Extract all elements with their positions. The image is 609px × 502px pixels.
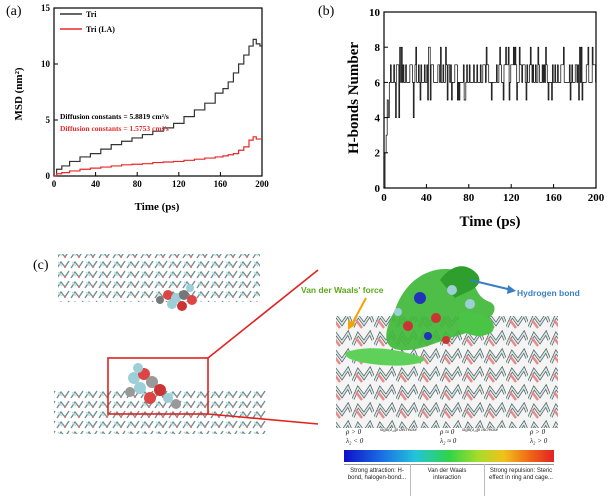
cb-rho-left: ρ > 0 <box>346 428 362 436</box>
chart-a-ytick-label: 10 <box>41 59 51 69</box>
chart-b-ytick-label: 2 <box>375 148 381 160</box>
chart-a-ytick-label: 0 <box>46 171 51 181</box>
hbond-label: Hydrogen bond <box>517 288 580 298</box>
chart-b-xtick-label: 160 <box>545 192 562 204</box>
cb-lambda-right: λ₂ > 0 <box>530 437 548 445</box>
chart-a-xtick-label: 160 <box>214 179 228 189</box>
chart-b-ytick-label: 10 <box>369 7 381 19</box>
chart-b-xtick-label: 120 <box>503 192 520 204</box>
chart-b-xtick-label: 80 <box>463 192 475 204</box>
legend-tri-label: Tri <box>86 10 97 19</box>
chart-b-ytick-label: 0 <box>375 183 381 195</box>
adsorbate-molecule-top <box>156 284 197 311</box>
chart-b-ytick-label: 6 <box>375 77 381 89</box>
vdw-arrow <box>351 297 367 325</box>
rdg-colorbar-panel: ρ > 0 sign(λ₂)ρ decrease ρ ≈ 0 sign(λ₂)ρ… <box>344 428 554 498</box>
chart-a-xtick-label: 40 <box>91 179 101 189</box>
cb-rho-right: ρ > 0 <box>530 428 546 436</box>
diffusion-tri-la-annotation: Diffusion constants = 1.5753 cm²/s <box>60 124 169 133</box>
panel-label-a: (a) <box>6 4 22 19</box>
diffusion-tri-annotation: Diffusion constants = 5.8819 cm²/s <box>60 112 169 121</box>
chart-a-plot-frame <box>53 7 263 177</box>
hbond-arrowhead <box>507 285 516 294</box>
panel-label-c: (c) <box>33 258 49 273</box>
bottom-molecular-slab <box>54 390 266 434</box>
chart-b-xtick-label: 40 <box>421 192 433 204</box>
cb-desc-vdw: Van der Waals interaction <box>427 468 467 481</box>
zoom-line-bottom <box>207 413 319 425</box>
chart-a-xtick-label: 120 <box>172 179 186 189</box>
chart-a-ytick-label: 15 <box>41 3 51 13</box>
vdw-label: Van der Waals' force <box>301 285 384 295</box>
msd-chart: 0 40 80 120 160 200 0 5 10 15 Tri Tri (LA) Diffus… <box>13 3 269 213</box>
zoom-line-top <box>207 269 319 359</box>
chart-b-xtick-label: 200 <box>588 192 605 204</box>
cb-lambda-left: λ₂ < 0 <box>346 437 364 445</box>
cb-lambda-mid: λ₂ ≈ 0 <box>440 437 457 445</box>
chart-a-xtick-label: 0 <box>52 179 57 189</box>
panel-label-b: (b) <box>318 4 335 19</box>
cb-rho-mid: ρ ≈ 0 <box>440 428 455 436</box>
chart-b-ylabel: H-bonds Number <box>346 42 362 154</box>
cb-sign-decrease: sign(λ₂)ρ decrease <box>380 428 417 433</box>
chart-a-ytick-label: 5 <box>46 115 51 125</box>
cb-desc-attraction: Strong attraction: H-bond, halogen-bond.… <box>347 468 407 481</box>
cb-desc-repulsion: Strong repulsion: Steric effect in ring … <box>489 468 553 481</box>
chart-a-ylabel: MSD (nm²) <box>13 67 25 120</box>
vdw-arrowhead <box>348 320 356 330</box>
selection-box <box>107 357 209 415</box>
molecular-figure: Van der Waals' force Hydrogen bond <box>54 254 580 434</box>
hbond-chart: 0 40 80 120 160 200 0 2 4 6 8 10 Time (ps) H-bonds … <box>346 7 605 230</box>
hbond-arrow <box>469 279 513 291</box>
chart-b-xtick-label: 0 <box>381 192 387 204</box>
cb-sign-increase: sign(λ₂)ρ increase <box>462 428 498 433</box>
chart-a-xtick-label: 80 <box>133 179 143 189</box>
colorbar-gradient <box>344 450 554 462</box>
chart-a-xtick-label: 200 <box>255 179 269 189</box>
legend-tri-la-label: Tri (LA) <box>86 25 115 34</box>
top-molecular-slab <box>58 254 260 302</box>
chart-b-plot-frame <box>383 11 597 189</box>
series-line-tri-la <box>54 136 262 177</box>
series-line-tri <box>54 38 262 177</box>
adsorbate-molecule-bottom <box>125 363 181 409</box>
chart-b-xlabel: Time (ps) <box>460 214 521 230</box>
rdg-isosurface <box>345 266 495 366</box>
chart-a-xlabel: Time (ps) <box>135 201 180 213</box>
chart-b-ytick-label: 8 <box>375 42 381 54</box>
chart-b-ytick-label: 4 <box>375 112 381 124</box>
series-line-hbonds <box>384 46 596 189</box>
